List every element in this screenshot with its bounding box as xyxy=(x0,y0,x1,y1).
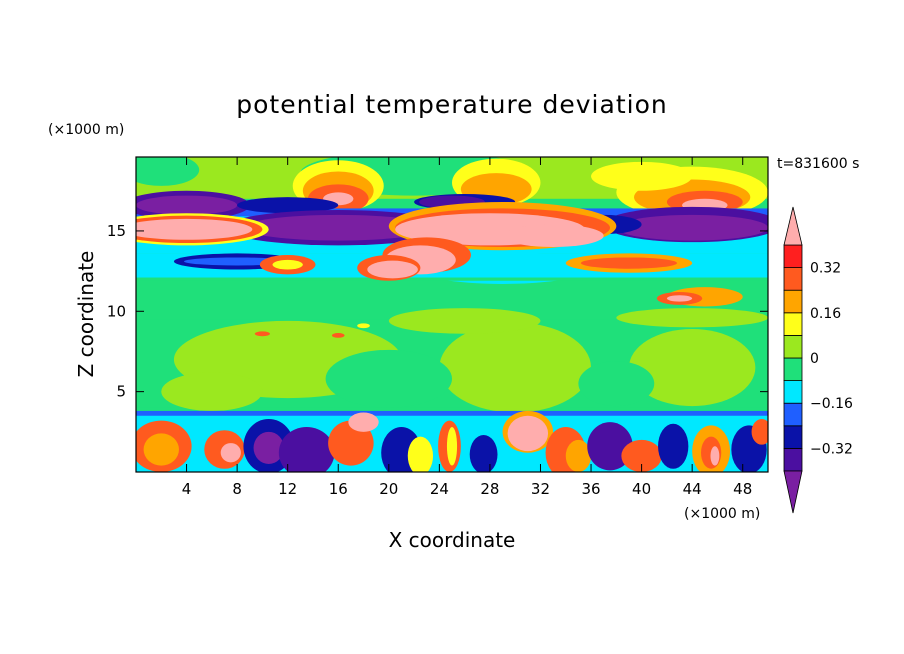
colorbar-swatch xyxy=(783,425,803,449)
x-tick-label: 44 xyxy=(683,480,702,498)
y-tick-label: 10 xyxy=(107,302,126,320)
x-tick-label: 28 xyxy=(480,480,499,498)
plot-frame xyxy=(135,156,769,473)
contour-cell xyxy=(565,439,592,472)
contour-cell xyxy=(278,427,335,472)
contour-cell xyxy=(587,422,633,471)
contour-cell xyxy=(243,214,434,241)
x-tick-label: 16 xyxy=(329,480,348,498)
x-tick-label: 20 xyxy=(379,480,398,498)
y-tick-label: 15 xyxy=(107,222,126,240)
y-axis: 5 10 15 xyxy=(107,222,768,401)
time-label: t=831600 s xyxy=(777,156,859,172)
contour-cell xyxy=(220,443,241,463)
chart-title: potential temperature deviation xyxy=(236,90,667,119)
x-tick-label: 40 xyxy=(632,480,651,498)
contour-cell xyxy=(628,328,756,407)
colorbar-lower-extension xyxy=(783,470,803,514)
colorbar-tick-label: 0.16 xyxy=(810,306,841,322)
contour-cell xyxy=(331,332,345,338)
contour-cell xyxy=(348,412,379,432)
contour-cell xyxy=(469,435,498,472)
contour-cell xyxy=(161,372,263,411)
contour-cell xyxy=(446,427,458,466)
colorbar-swatch xyxy=(783,289,803,314)
colorbar-swatch xyxy=(783,380,803,404)
y-axis-label: Z coordinate xyxy=(74,251,98,378)
contour-cell xyxy=(439,322,592,413)
colorbar-tick-label: −0.32 xyxy=(810,441,853,457)
contour-cell xyxy=(616,214,768,241)
contour-cell xyxy=(253,431,284,464)
x-tick-label: 48 xyxy=(733,480,752,498)
x-axis-label: X coordinate xyxy=(389,528,516,552)
y-unit-label: (×1000 m) xyxy=(48,122,124,138)
contour-cell xyxy=(591,161,693,191)
colorbar-swatch xyxy=(783,334,803,359)
contour-cell xyxy=(367,260,418,279)
contour-cell xyxy=(580,257,677,269)
x-tick-label: 12 xyxy=(278,480,297,498)
plot-area xyxy=(136,157,768,472)
x-tick-label: 4 xyxy=(182,480,192,498)
contour-cell xyxy=(502,224,604,247)
contour-cell xyxy=(272,259,303,270)
contour-cell xyxy=(666,295,693,302)
contour-band xyxy=(136,410,768,416)
colorbar-swatch xyxy=(783,312,803,336)
colorbar-swatch xyxy=(783,244,803,269)
contour-cell xyxy=(388,308,541,334)
contour-cell xyxy=(237,197,339,214)
contour-band xyxy=(136,277,768,281)
contour-cell xyxy=(751,418,768,445)
contour-cell xyxy=(658,423,689,469)
contour-cell xyxy=(136,218,253,240)
x-tick-label: 36 xyxy=(581,480,600,498)
contour-cell xyxy=(143,433,179,466)
contour-cell xyxy=(254,331,270,337)
colorbar-swatch xyxy=(783,447,803,472)
contour-cell xyxy=(616,308,768,328)
contour-cell xyxy=(710,446,720,466)
x-tick-label: 32 xyxy=(531,480,550,498)
contour-cell xyxy=(325,349,452,408)
contour-cell xyxy=(578,361,655,407)
contour-cell xyxy=(621,439,662,472)
contour-cell xyxy=(357,323,370,329)
contour-cell xyxy=(407,436,434,472)
x-axis: 4 8 12 16 20 24 28 32 36 40 44 48 xyxy=(182,157,752,498)
y-tick-label: 5 xyxy=(116,383,126,401)
colorbar: 0.32 0.16 0 −0.16 −0.32 xyxy=(783,206,853,514)
colorbar-tick-label: −0.16 xyxy=(810,396,853,412)
colorbar-swatch xyxy=(783,357,803,382)
contour-cell xyxy=(507,415,549,452)
colorbar-swatch xyxy=(783,267,803,291)
x-tick-label: 8 xyxy=(232,480,242,498)
contour-cell xyxy=(136,157,200,186)
x-unit-label: (×1000 m) xyxy=(684,506,760,522)
colorbar-tick-label: 0 xyxy=(810,351,819,367)
contour-cell xyxy=(328,420,374,466)
contour-cell xyxy=(136,195,238,215)
colorbar-tick-label: 0.32 xyxy=(810,261,841,277)
x-tick-label: 24 xyxy=(430,480,449,498)
colorbar-upper-extension xyxy=(783,206,803,246)
colorbar-swatch xyxy=(783,402,803,427)
